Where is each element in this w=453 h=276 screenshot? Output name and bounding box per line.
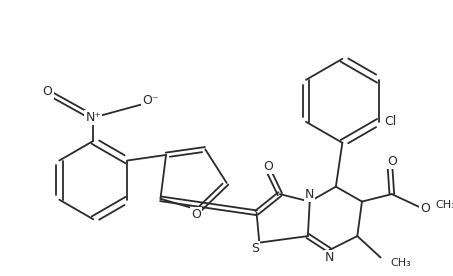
Text: CH₃: CH₃ — [390, 258, 411, 268]
Text: S: S — [251, 242, 259, 255]
Text: CH₃: CH₃ — [436, 200, 453, 210]
Text: N: N — [305, 188, 314, 201]
Text: O⁻: O⁻ — [142, 94, 159, 107]
Text: O: O — [264, 160, 274, 172]
Text: N: N — [325, 251, 334, 264]
Text: O: O — [191, 208, 201, 221]
Text: N⁺: N⁺ — [85, 111, 101, 124]
Text: Cl: Cl — [384, 115, 396, 128]
Text: O: O — [43, 85, 53, 98]
Text: O: O — [387, 155, 397, 168]
Text: O: O — [420, 201, 430, 215]
